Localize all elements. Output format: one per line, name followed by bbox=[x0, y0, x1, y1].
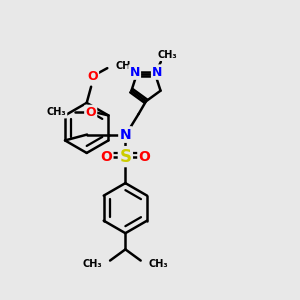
Text: O: O bbox=[87, 70, 98, 83]
Text: CH₃: CH₃ bbox=[46, 107, 66, 118]
Text: O: O bbox=[85, 106, 96, 119]
Text: CH₃: CH₃ bbox=[116, 61, 135, 71]
Text: N: N bbox=[120, 128, 131, 142]
Text: CH₃: CH₃ bbox=[158, 50, 177, 60]
Text: N: N bbox=[129, 66, 140, 79]
Text: CH₃: CH₃ bbox=[82, 259, 102, 269]
Text: CH₃: CH₃ bbox=[149, 259, 169, 269]
Text: S: S bbox=[119, 148, 131, 166]
Text: N: N bbox=[152, 66, 163, 79]
Text: O: O bbox=[100, 150, 112, 164]
Text: O: O bbox=[139, 150, 151, 164]
